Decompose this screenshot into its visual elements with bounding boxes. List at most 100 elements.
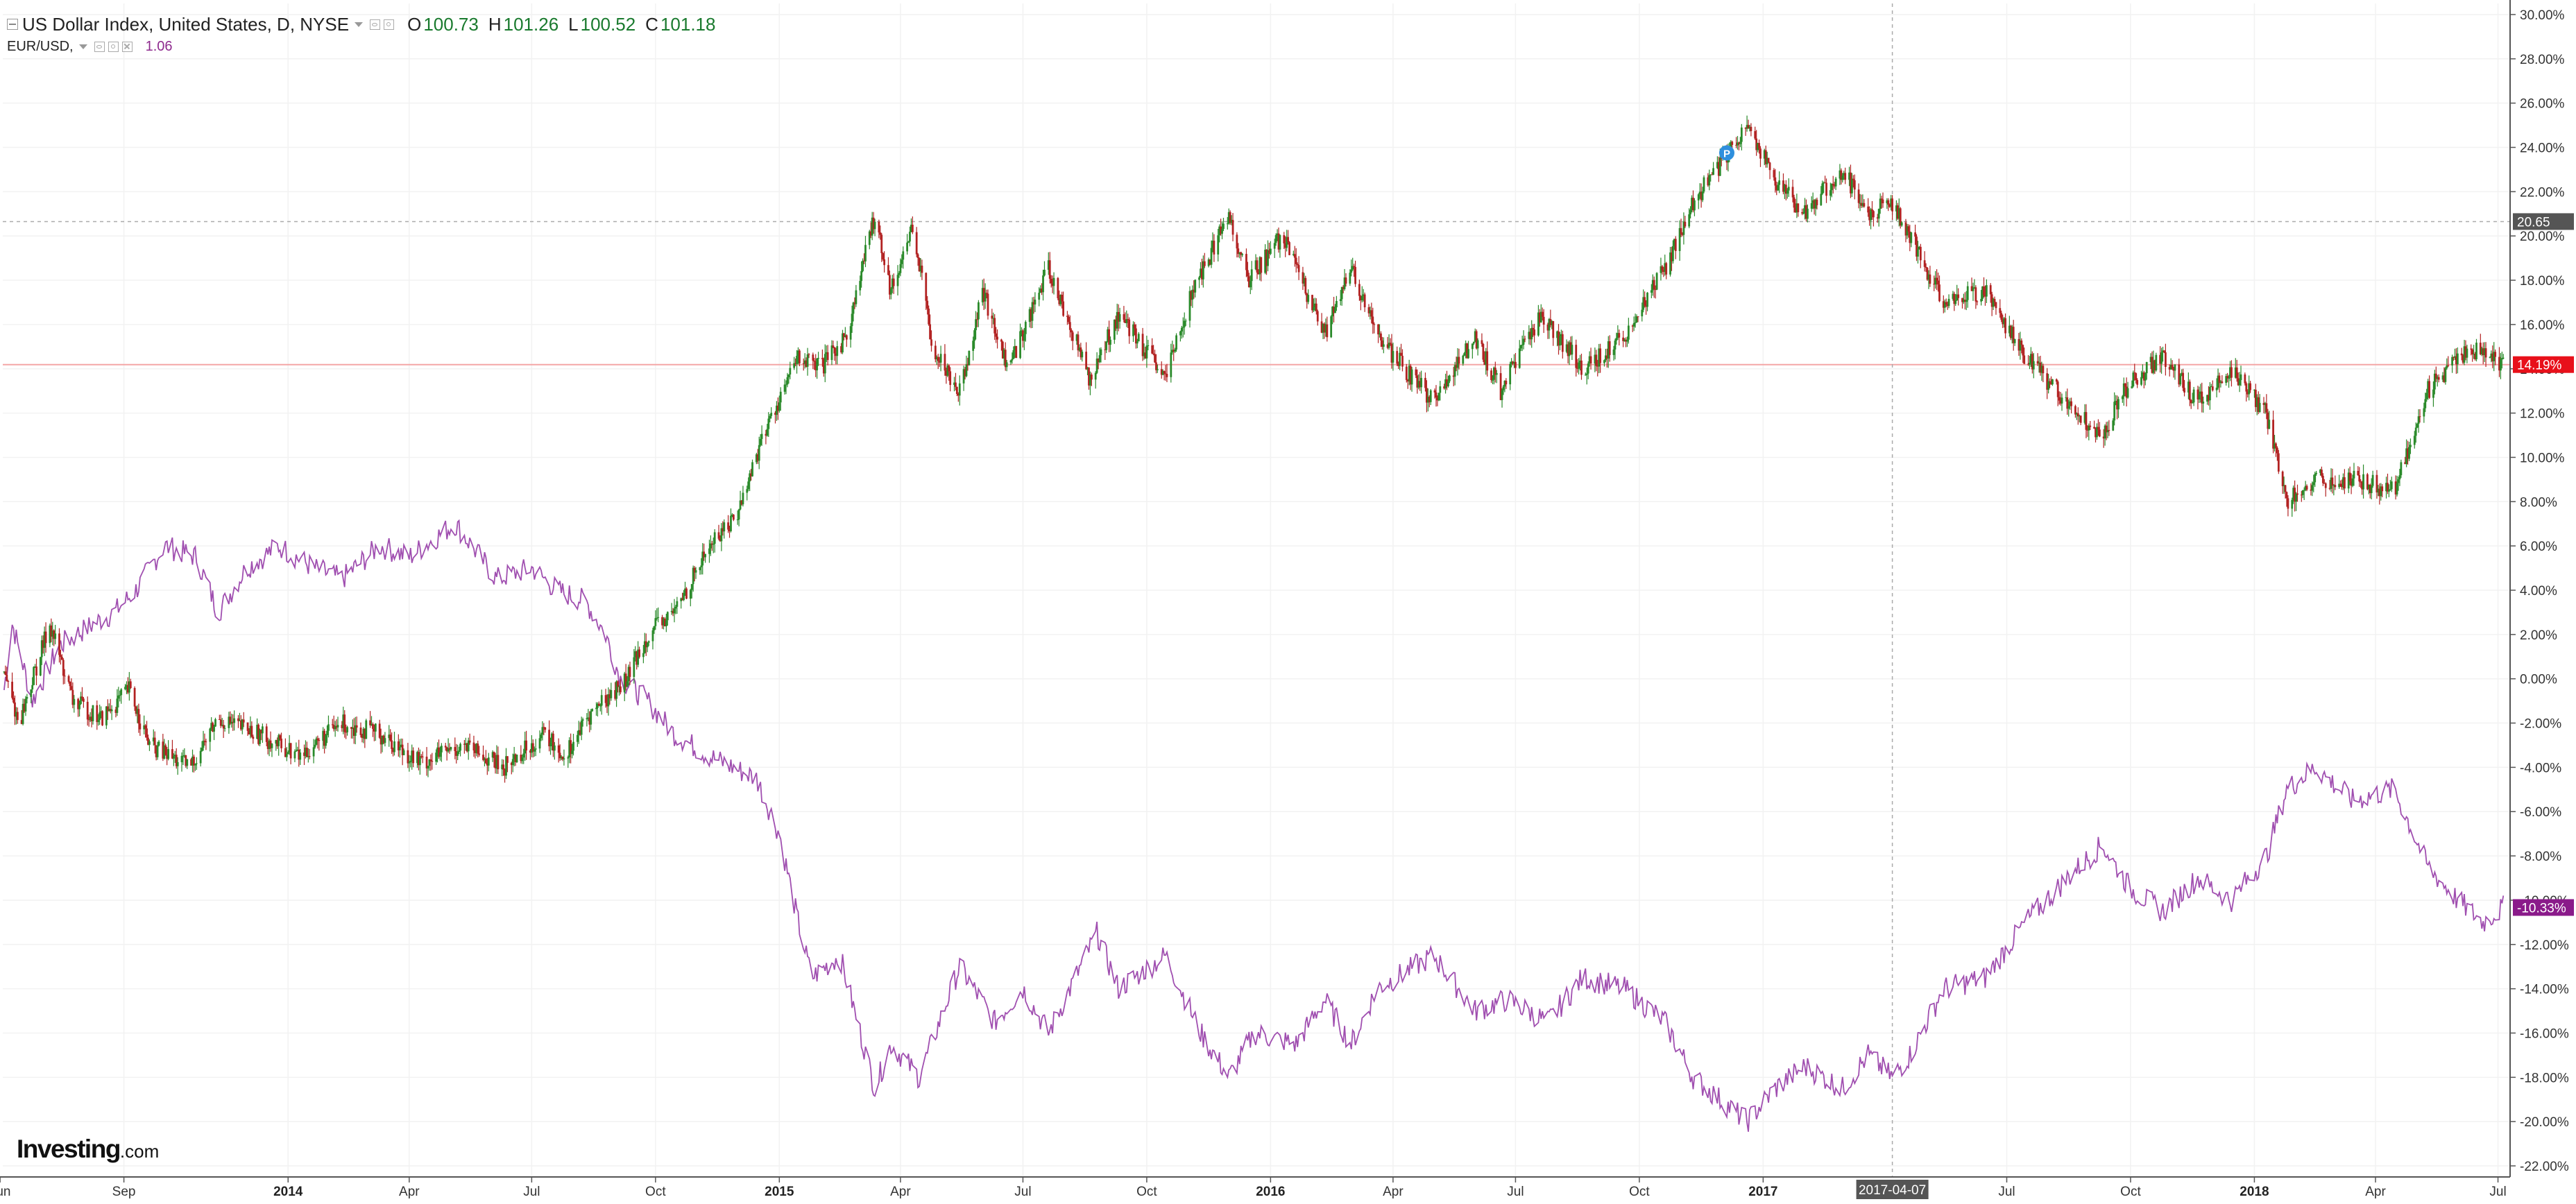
candle-body	[1830, 184, 1833, 191]
candle-body	[1615, 338, 1618, 341]
candle-body	[1246, 270, 1249, 277]
candle-body	[229, 716, 232, 724]
candle-body	[2424, 399, 2427, 409]
compare-series-value: 1.06	[145, 38, 173, 54]
x-tick-label: Jul	[2489, 1185, 2506, 1199]
candle-body	[1137, 334, 1140, 342]
candle-body	[1492, 368, 1495, 380]
candle-body	[252, 737, 255, 739]
candle-body	[214, 719, 216, 727]
collapse-icon[interactable]	[7, 19, 18, 30]
candle-body	[2228, 377, 2230, 379]
candle-body	[1439, 386, 1442, 393]
candle-body	[1354, 266, 1356, 284]
candle-body	[1530, 327, 1533, 340]
candle-body	[1022, 330, 1024, 341]
candle-body	[1336, 300, 1338, 308]
candle-body	[1947, 298, 1950, 307]
candle-body	[316, 738, 319, 740]
candle-body	[1832, 184, 1834, 186]
candle-body	[1569, 342, 1572, 355]
candle-body	[2168, 367, 2171, 370]
y-tick-label: 26.00%	[2520, 97, 2565, 112]
candle-body	[976, 319, 978, 320]
candle-body	[1127, 319, 1129, 320]
candle-body	[2254, 389, 2257, 407]
candle-body	[2342, 477, 2344, 488]
candle-body	[946, 366, 949, 376]
candle-body	[1136, 341, 1138, 344]
candle-body	[661, 617, 663, 626]
candle-body	[398, 746, 401, 750]
candle-body	[448, 748, 451, 750]
candle-body	[2274, 443, 2276, 449]
candle-body	[2002, 319, 2004, 325]
candle-body	[1331, 307, 1334, 317]
candle-body	[1821, 183, 1824, 194]
compare-series-title[interactable]: EUR/USD,	[7, 38, 74, 54]
y-tick-label: 10.00%	[2520, 451, 2565, 465]
candle-body	[106, 706, 109, 712]
eye-icon[interactable]	[370, 19, 381, 30]
candle-body	[2416, 424, 2419, 428]
candle-body	[1390, 343, 1393, 363]
main-series-title[interactable]: US Dollar Index, United States, D, NYSE	[22, 13, 350, 35]
candle-body	[1256, 260, 1259, 273]
candle-body	[325, 735, 327, 746]
candle-body	[1229, 212, 1231, 223]
candle-body	[2246, 391, 2249, 395]
candle-body	[879, 232, 882, 235]
candle-body	[1603, 360, 1605, 363]
candle-body	[2463, 346, 2466, 363]
candle-body	[991, 316, 993, 319]
gear-icon[interactable]	[384, 19, 395, 30]
candle-body	[1965, 300, 1968, 302]
candle-body	[1813, 200, 1816, 209]
chevron-down-icon[interactable]	[355, 22, 364, 27]
candle-body	[657, 617, 660, 618]
candle-body	[1946, 304, 1949, 307]
candle-body	[431, 761, 434, 762]
candle-body	[552, 733, 554, 751]
candle-body	[361, 734, 364, 739]
usd-last-value-label: 14.19%	[2517, 359, 2562, 373]
chevron-down-icon[interactable]	[78, 44, 87, 49]
candle-body	[256, 724, 259, 739]
candle-body	[1408, 366, 1410, 382]
candle-body	[1474, 331, 1476, 342]
candle-body	[249, 725, 252, 734]
investing-logo: Investing.com	[17, 1135, 159, 1164]
candle-body	[883, 259, 886, 266]
candle-body	[1980, 298, 1983, 302]
candle-body	[427, 766, 429, 768]
candle-body	[558, 752, 561, 759]
candle-body	[2050, 382, 2052, 385]
candle-body	[436, 747, 438, 753]
candle-body	[447, 748, 450, 752]
candle-body	[604, 695, 607, 703]
close-icon[interactable]	[121, 41, 133, 52]
candle-body	[42, 640, 44, 648]
candle-body	[1499, 373, 1502, 400]
candle-body	[1330, 316, 1333, 338]
logo-suffix: .com	[119, 1141, 160, 1162]
eye-icon[interactable]	[94, 41, 105, 52]
candle-body	[1222, 223, 1225, 230]
gear-icon[interactable]	[108, 41, 119, 52]
candle-body	[2234, 367, 2237, 378]
candle-body	[2455, 356, 2457, 365]
candle-body	[1155, 362, 1157, 370]
candle-body	[260, 730, 262, 734]
candle-body	[454, 747, 457, 751]
candle-body	[1755, 138, 1758, 150]
candle-body	[2112, 420, 2115, 431]
candle-body	[830, 345, 833, 361]
candle-body	[50, 625, 53, 637]
candle-body	[166, 755, 169, 759]
candle-body	[1575, 345, 1578, 368]
candle-body	[1392, 351, 1394, 363]
candle-body	[1681, 234, 1684, 235]
candle-body	[1342, 286, 1345, 289]
candle-body	[1023, 334, 1025, 341]
